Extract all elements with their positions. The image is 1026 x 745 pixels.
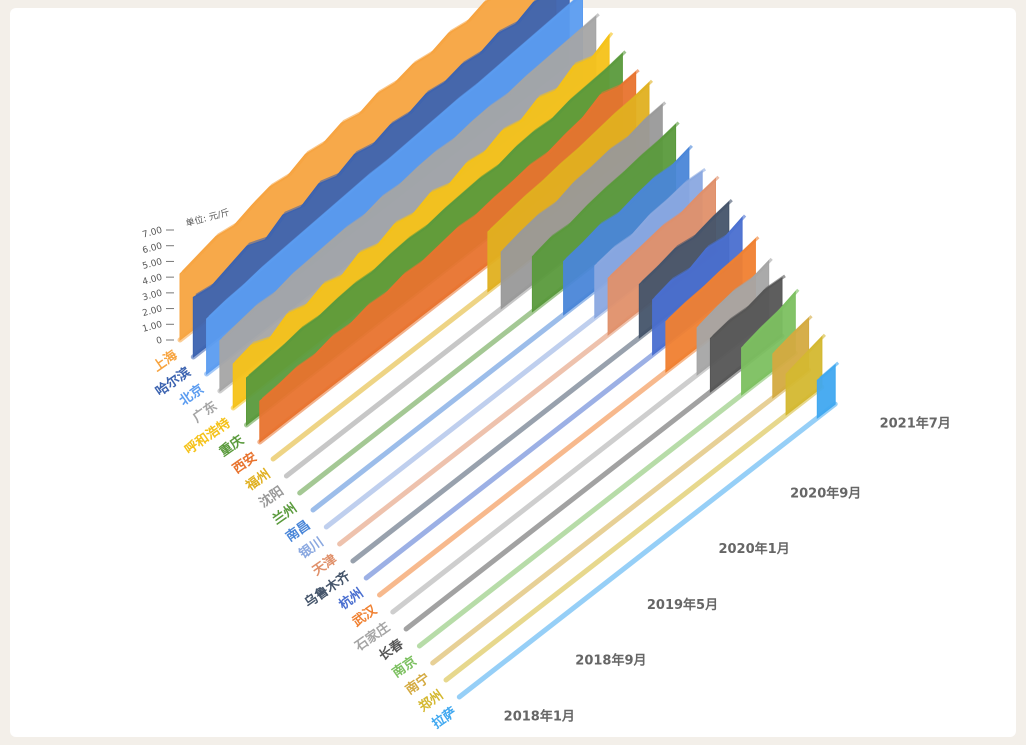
wall-edge bbox=[610, 175, 720, 278]
wall-edge bbox=[195, 0, 541, 297]
x-tick-label: 2018年9月 bbox=[575, 653, 646, 669]
wall-edge bbox=[261, 68, 640, 401]
wall-edge bbox=[534, 121, 680, 256]
wall-edge bbox=[208, 0, 578, 319]
y-tick-label: 0 bbox=[155, 336, 163, 347]
wall-layer bbox=[179, 0, 840, 444]
x-tick-label: 2019年5月 bbox=[647, 597, 718, 613]
wall-edge bbox=[641, 199, 733, 284]
wall-edge bbox=[565, 144, 693, 261]
wall-edge bbox=[667, 236, 760, 321]
floor-strip bbox=[430, 367, 812, 666]
floor-strip bbox=[416, 350, 798, 649]
wall-edge bbox=[181, 0, 492, 274]
wall-edge bbox=[596, 167, 707, 265]
wall-edge bbox=[788, 333, 826, 374]
wall-edge bbox=[699, 257, 773, 327]
x-tick-label: 2020年1月 bbox=[718, 541, 789, 557]
wall-edge bbox=[503, 101, 667, 252]
x-tick-label: 2021年7月 bbox=[880, 416, 951, 432]
wall-edge bbox=[819, 361, 840, 380]
wall-edge bbox=[774, 315, 813, 353]
wall-edge bbox=[489, 79, 654, 231]
x-tick-label: 2018年1月 bbox=[504, 709, 575, 725]
wall-edge bbox=[712, 274, 786, 338]
wall-edge bbox=[743, 288, 800, 347]
wall-edge bbox=[248, 50, 627, 378]
wall-edge bbox=[654, 214, 747, 299]
floor-strip bbox=[456, 401, 838, 700]
wall-edge bbox=[235, 31, 614, 364]
card bbox=[10, 8, 1016, 737]
x-tick-label: 2020年9月 bbox=[790, 485, 861, 501]
floor-strip bbox=[443, 384, 825, 683]
wall-edge bbox=[221, 13, 600, 340]
